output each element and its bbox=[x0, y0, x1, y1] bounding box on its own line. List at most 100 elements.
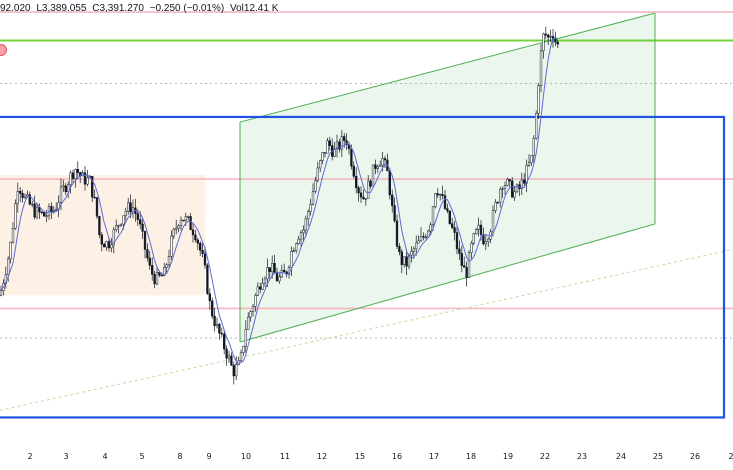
candle-body bbox=[19, 190, 22, 194]
candle-body bbox=[7, 258, 10, 275]
candle bbox=[323, 152, 327, 158]
candle bbox=[491, 205, 495, 237]
candle bbox=[230, 352, 233, 366]
candle-body bbox=[506, 179, 509, 186]
candle-body bbox=[400, 251, 403, 265]
candle bbox=[405, 249, 408, 276]
candle-body bbox=[124, 210, 127, 217]
candle-body bbox=[422, 236, 425, 238]
candle bbox=[227, 351, 231, 363]
candle-body bbox=[55, 208, 58, 211]
candle bbox=[218, 322, 221, 340]
candle-body bbox=[83, 172, 87, 185]
candle bbox=[112, 226, 115, 254]
candle bbox=[40, 210, 43, 215]
candle bbox=[299, 229, 303, 247]
candle-body bbox=[283, 269, 286, 273]
x-tick-label: 12 bbox=[317, 452, 327, 461]
candle-body bbox=[470, 243, 473, 253]
candle bbox=[103, 242, 106, 248]
candle bbox=[415, 235, 418, 256]
candle bbox=[275, 267, 279, 282]
candle bbox=[357, 185, 360, 202]
candle bbox=[355, 167, 358, 194]
candle bbox=[335, 134, 339, 158]
candle bbox=[225, 345, 228, 366]
candle bbox=[340, 130, 343, 158]
candle-body bbox=[326, 140, 329, 154]
candle-body bbox=[439, 194, 442, 196]
candle-body bbox=[256, 286, 259, 296]
candle bbox=[143, 230, 147, 259]
candle-body bbox=[431, 206, 435, 226]
candle bbox=[223, 328, 226, 355]
candle-body bbox=[71, 172, 75, 179]
candle bbox=[175, 219, 178, 235]
candle-body bbox=[412, 248, 415, 252]
candle bbox=[379, 160, 382, 167]
candle-body bbox=[316, 167, 319, 181]
channel-lower-line bbox=[239, 223, 656, 343]
candle-body bbox=[251, 305, 255, 312]
candle bbox=[374, 159, 377, 175]
candle-body bbox=[230, 355, 233, 366]
candle bbox=[549, 29, 552, 43]
candle bbox=[537, 82, 540, 120]
candle bbox=[187, 215, 190, 221]
candle-body bbox=[64, 185, 67, 193]
candle bbox=[400, 248, 403, 274]
candle bbox=[76, 161, 79, 178]
dashed-trendline bbox=[0, 248, 733, 411]
candle-body bbox=[235, 364, 238, 377]
candle bbox=[484, 233, 487, 251]
candle bbox=[419, 227, 423, 242]
candle-body bbox=[33, 203, 36, 218]
candle-body bbox=[367, 180, 370, 199]
candle bbox=[165, 263, 168, 274]
candle-body bbox=[362, 196, 365, 200]
candle-body bbox=[213, 315, 216, 327]
candle-body bbox=[535, 112, 538, 139]
candle bbox=[496, 201, 499, 204]
candle-body bbox=[304, 218, 307, 231]
candle-body bbox=[28, 194, 31, 205]
candle-body bbox=[0, 290, 3, 296]
candle bbox=[141, 218, 144, 239]
candle bbox=[93, 189, 96, 199]
candle bbox=[314, 176, 317, 194]
candle-body bbox=[170, 235, 173, 257]
candle-body bbox=[549, 35, 552, 38]
candle-body bbox=[338, 141, 341, 150]
candle bbox=[244, 320, 247, 354]
candle bbox=[307, 209, 310, 227]
candle-body bbox=[395, 220, 399, 247]
candle bbox=[417, 235, 420, 244]
candle-body bbox=[151, 265, 154, 275]
candle-body bbox=[263, 278, 267, 284]
candle-body bbox=[530, 155, 533, 164]
candle-body bbox=[448, 210, 451, 224]
candle bbox=[208, 288, 211, 310]
candle bbox=[35, 202, 39, 220]
x-tick-label: 2 bbox=[728, 452, 733, 461]
candle bbox=[532, 135, 535, 164]
candle bbox=[62, 179, 65, 193]
candle-body bbox=[309, 204, 312, 212]
candle bbox=[206, 263, 209, 295]
x-tick-label: 2 bbox=[27, 452, 32, 461]
candle-body bbox=[403, 256, 406, 265]
candle-body bbox=[194, 234, 197, 241]
candle-body bbox=[11, 228, 15, 243]
candle-body bbox=[499, 189, 502, 203]
x-tick-label: 15 bbox=[355, 452, 365, 461]
candle-body bbox=[280, 269, 283, 278]
candle bbox=[170, 230, 173, 260]
candle bbox=[393, 197, 396, 223]
candle-body bbox=[196, 239, 199, 244]
candle bbox=[453, 221, 456, 241]
candle bbox=[511, 177, 514, 199]
candle-body bbox=[227, 355, 231, 359]
candle-body bbox=[40, 211, 43, 214]
